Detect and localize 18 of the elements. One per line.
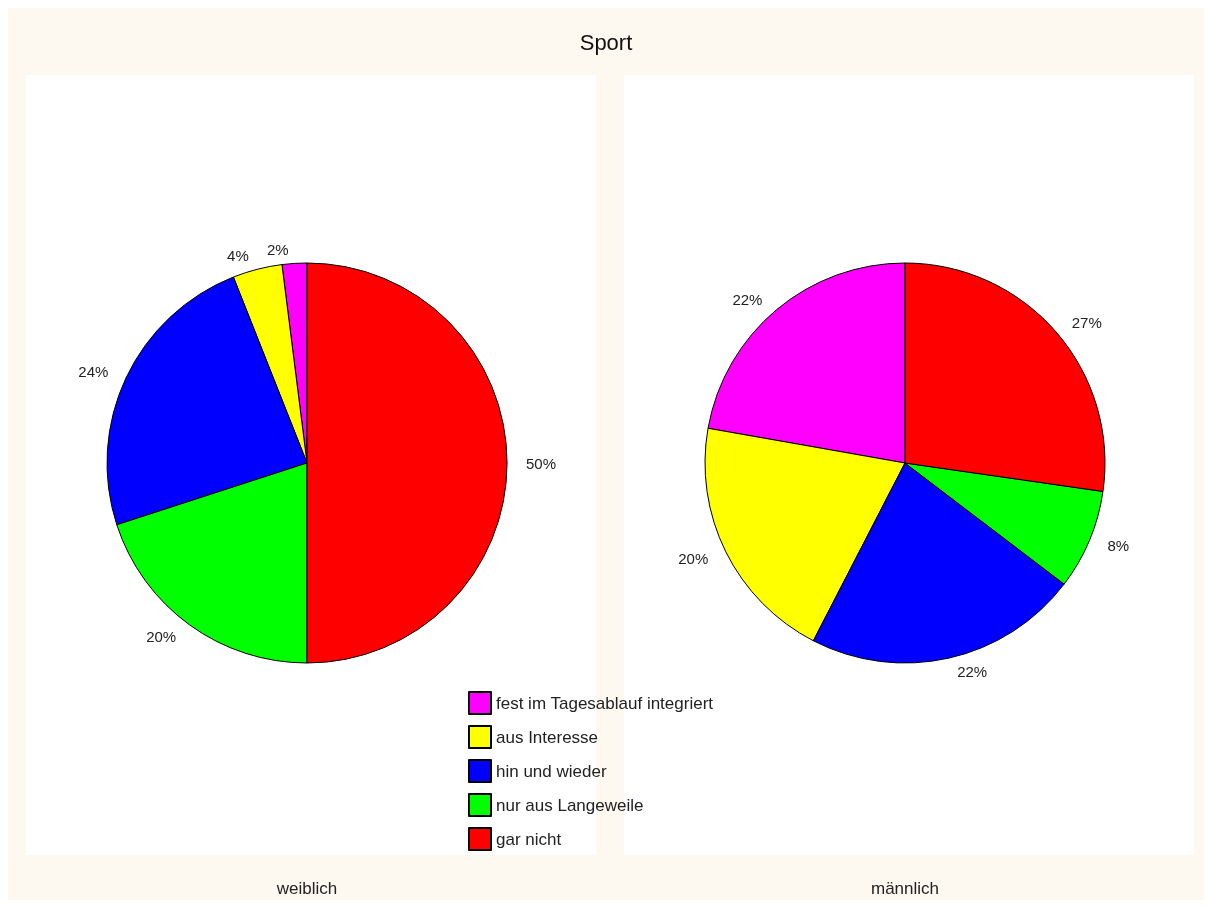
legend-label: hin und wieder <box>496 761 607 781</box>
data-label: 20% <box>146 627 177 645</box>
data-label: 27% <box>1071 314 1102 332</box>
legend-label: gar nicht <box>496 829 562 849</box>
slice-label: weiblich <box>275 878 338 898</box>
data-label: 4% <box>227 247 249 265</box>
data-label: 50% <box>526 454 557 472</box>
legend-label: fest im Tagesablauf integriert <box>496 693 714 713</box>
data-label: 8% <box>1107 537 1130 555</box>
data-label: 22% <box>957 663 988 681</box>
data-label: 24% <box>78 363 109 381</box>
data-label: 20% <box>678 549 709 567</box>
legend-label: aus Interesse <box>496 727 599 747</box>
legend-label: nur aus Langeweile <box>496 795 644 815</box>
slice-label: männlich <box>870 878 940 898</box>
chart-title: Sport <box>579 29 633 55</box>
data-label: 2% <box>266 240 289 258</box>
data-label: 22% <box>732 290 763 308</box>
